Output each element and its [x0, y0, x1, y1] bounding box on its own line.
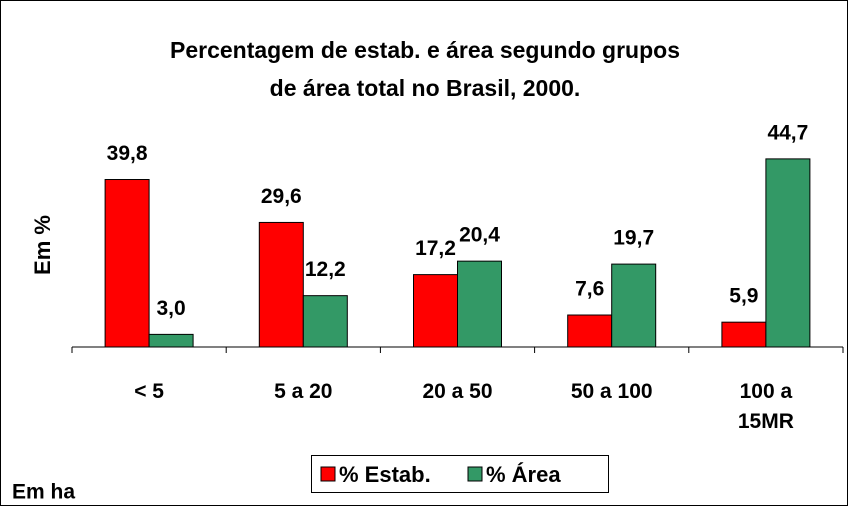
x-tick-label: 50 a 100: [570, 380, 653, 403]
note: Em ha: [12, 481, 75, 504]
bar: [302, 295, 348, 348]
bar: [611, 263, 657, 348]
bar: [567, 314, 613, 348]
data-label: 12,2: [305, 258, 346, 281]
legend-swatch: [467, 466, 483, 482]
data-label: 29,6: [261, 185, 302, 208]
data-label: 17,2: [415, 237, 456, 260]
x-tick-label: < 5: [134, 380, 164, 403]
bar: [258, 221, 304, 348]
data-label: 7,6: [575, 278, 604, 301]
data-label: 19,7: [613, 227, 654, 250]
data-label: 39,8: [107, 142, 148, 165]
bar: [765, 158, 811, 348]
bar: [721, 321, 767, 348]
data-label: 20,4: [459, 224, 500, 247]
data-label: 3,0: [156, 297, 185, 320]
chart-title: Percentagem de estab. e área segundo gru…: [170, 37, 680, 63]
data-label: 44,7: [767, 121, 808, 144]
bar: [148, 333, 194, 348]
bar: [457, 260, 502, 348]
legend-box: [311, 455, 609, 493]
chart-title: de área total no Brasil, 2000.: [270, 75, 581, 101]
bar: [413, 274, 458, 348]
x-tick-label: 5 a 20: [274, 380, 333, 403]
x-tick-label: 20 a 50: [422, 380, 493, 403]
data-label: 5,9: [729, 285, 758, 308]
legend-label: % Área: [486, 462, 561, 487]
x-tick-label: 100 a 15MR: [737, 380, 794, 433]
legend-swatch: [320, 466, 336, 482]
legend-label: % Estab.: [339, 462, 431, 487]
bar: [104, 179, 150, 348]
y-axis-label: Em %: [30, 215, 55, 275]
